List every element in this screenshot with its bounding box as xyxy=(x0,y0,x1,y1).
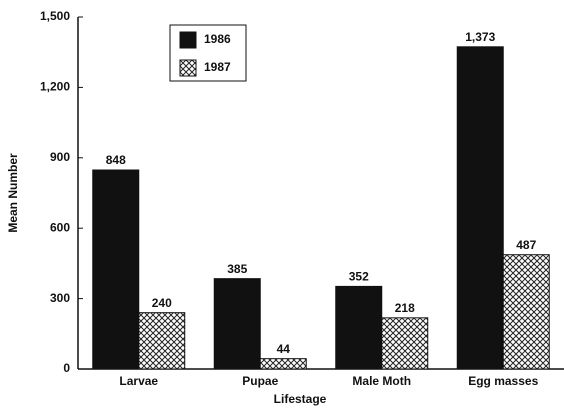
bar xyxy=(456,46,504,370)
x-tick-label: Male Moth xyxy=(352,374,411,388)
bar xyxy=(335,285,383,370)
y-axis-label: Mean Number xyxy=(6,153,20,233)
x-axis-label: Lifestage xyxy=(274,392,327,406)
bar xyxy=(213,278,261,370)
value-label: 385 xyxy=(227,262,247,276)
bar xyxy=(502,254,550,370)
value-label: 44 xyxy=(277,342,291,356)
legend-label: 1987 xyxy=(204,60,231,74)
x-tick-label: Egg masses xyxy=(468,374,538,388)
bar xyxy=(381,317,429,370)
legend-swatch xyxy=(179,31,197,49)
value-label: 848 xyxy=(106,153,126,167)
value-label: 487 xyxy=(516,238,536,252)
y-tick-label: 1,500 xyxy=(40,9,70,23)
legend-swatch xyxy=(179,59,197,77)
bar xyxy=(92,169,140,370)
y-tick-label: 1,200 xyxy=(40,80,70,94)
value-label: 240 xyxy=(152,296,172,310)
bar xyxy=(259,358,307,370)
bar xyxy=(138,312,186,370)
y-tick-label: 600 xyxy=(50,220,70,234)
y-tick-label: 300 xyxy=(50,291,70,305)
legend-label: 1986 xyxy=(204,32,231,46)
y-tick-label: 900 xyxy=(50,150,70,164)
value-label: 352 xyxy=(349,270,369,284)
value-label: 218 xyxy=(395,301,415,315)
x-tick-label: Pupae xyxy=(242,374,278,388)
value-label: 1,373 xyxy=(465,30,495,44)
x-tick-label: Larvae xyxy=(119,374,158,388)
y-tick-label: 0 xyxy=(63,361,70,375)
